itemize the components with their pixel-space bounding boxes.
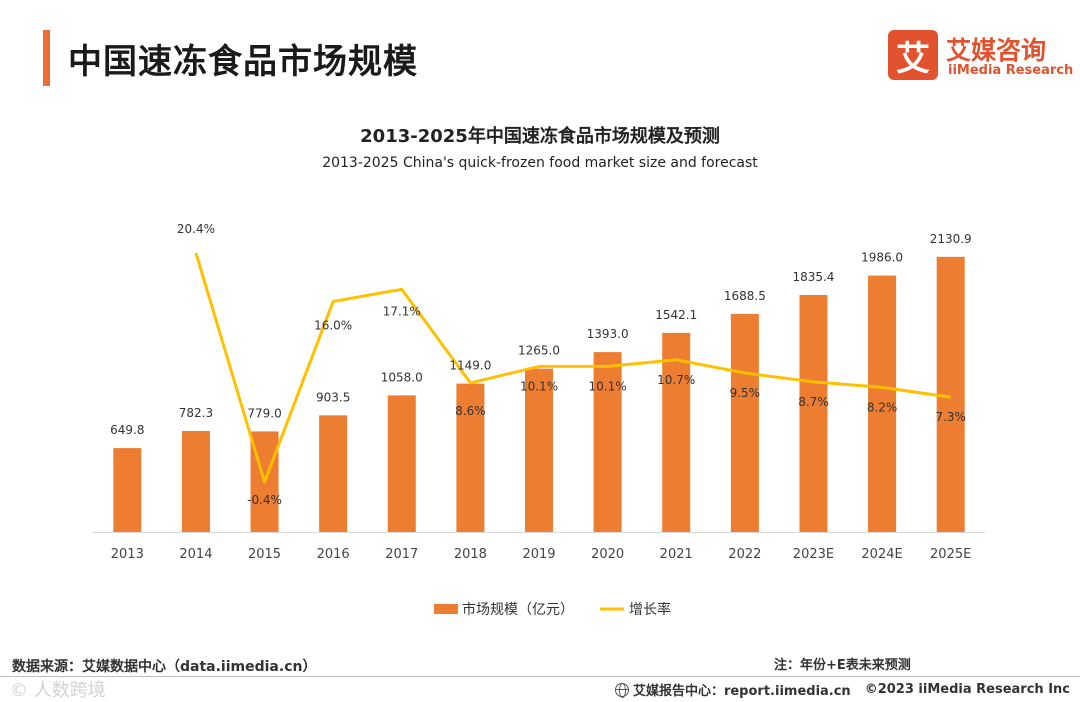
bar-value-label-2017: 1058.0: [381, 370, 423, 384]
growth-label-2017: 17.1%: [383, 304, 421, 318]
bar-2021: [662, 332, 691, 532]
footer-divider: [0, 676, 1080, 677]
bar-value-label-2015: 779.0: [247, 406, 281, 420]
logo-name-cn: 艾媒咨询: [946, 36, 1047, 65]
bar-2024E: [868, 275, 897, 532]
x-tick-2015: 2015: [248, 547, 281, 562]
growth-label-2015: -0.4%: [247, 493, 282, 507]
footer-credits: 艾媒报告中心：report.iimedia.cn ©2023 iiMedia R…: [614, 680, 1070, 699]
bar-2018: [456, 383, 485, 532]
x-tick-2020: 2020: [591, 547, 624, 562]
growth-label-2025E: 7.3%: [935, 410, 966, 424]
forecast-note: 注：年份+E表未来预测: [774, 658, 911, 673]
bar-value-label-2019: 1265.0: [518, 344, 560, 358]
report-center: 艾媒报告中心：report.iimedia.cn: [632, 684, 851, 699]
legend-label-market-size: 市场规模（亿元）: [462, 601, 574, 618]
growth-label-2023E: 8.7%: [798, 395, 829, 409]
market-size-chart: 2013 2014 2015 2016 2017 2018 2019 2020 2021 2022…: [93, 222, 985, 618]
x-tick-2025E: 2025E: [930, 547, 971, 562]
x-tick-2013: 2013: [111, 547, 144, 562]
bar-2017: [387, 395, 416, 532]
logo-name-en: iiMedia Research: [948, 63, 1074, 78]
x-tick-2014: 2014: [179, 547, 212, 562]
growth-label-2019: 10.1%: [520, 379, 558, 393]
chart-subtitle: 2013-2025 China's quick-frozen food mark…: [322, 155, 758, 171]
bar-value-label-2014: 782.3: [179, 406, 213, 420]
bar-value-label-2018: 1149.0: [449, 359, 491, 373]
x-tick-2019: 2019: [522, 547, 555, 562]
x-tick-2018: 2018: [454, 547, 487, 562]
growth-label-2016: 16.0%: [314, 318, 352, 332]
page-title: 中国速冻食品市场规模: [68, 42, 418, 82]
x-tick-2017: 2017: [385, 547, 418, 562]
x-tick-2022: 2022: [728, 547, 761, 562]
bar-value-label-2020: 1393.0: [587, 327, 629, 341]
watermark: © 人数跨境: [10, 680, 106, 701]
x-tick-2023E: 2023E: [793, 547, 834, 562]
globe-icon: [614, 682, 629, 698]
copyright: ©2023 iiMedia Research Inc: [864, 682, 1070, 697]
data-source: 数据来源：艾媒数据中心（data.iimedia.cn）: [12, 659, 317, 675]
bar-value-label-2021: 1542.1: [655, 308, 697, 322]
bar-2020: [593, 352, 622, 532]
bar-value-label-2023E: 1835.4: [792, 270, 834, 284]
bar-2016: [319, 415, 348, 532]
growth-label-2024E: 8.2%: [867, 400, 898, 414]
bar-value-label-2016: 903.5: [316, 390, 350, 404]
bar-value-label-2022: 1688.5: [724, 289, 766, 303]
bar-2013: [113, 448, 142, 532]
growth-label-2020: 10.1%: [589, 379, 627, 393]
x-tick-2016: 2016: [317, 547, 350, 562]
legend-label-growth-rate: 增长率: [629, 601, 671, 618]
bar-2014: [181, 430, 210, 532]
growth-rate-line: [194, 252, 951, 484]
title-accent-bar: [43, 30, 50, 86]
growth-label-2018: 8.6%: [455, 404, 486, 418]
chart-title: 2013-2025年中国速冻食品市场规模及预测: [360, 126, 720, 147]
growth-label-2014: 20.4%: [177, 222, 215, 236]
x-tick-2024E: 2024E: [861, 547, 902, 562]
x-tick-2021: 2021: [660, 547, 693, 562]
bar-2022: [730, 313, 759, 532]
bar-2023E: [799, 294, 828, 532]
bar-value-label-2024E: 1986.0: [861, 251, 903, 265]
bar-value-label-2025E: 2130.9: [930, 232, 972, 246]
legend-swatch-market-size: [434, 604, 458, 614]
growth-label-2021: 10.7%: [657, 373, 695, 387]
logo-icon: 艾: [888, 30, 938, 80]
bar-value-label-2013: 649.8: [110, 423, 144, 437]
growth-label-2022: 9.5%: [730, 386, 761, 400]
bar-2019: [525, 368, 553, 532]
brand-logo: 艾 艾媒咨询 iiMedia Research: [888, 30, 1073, 82]
